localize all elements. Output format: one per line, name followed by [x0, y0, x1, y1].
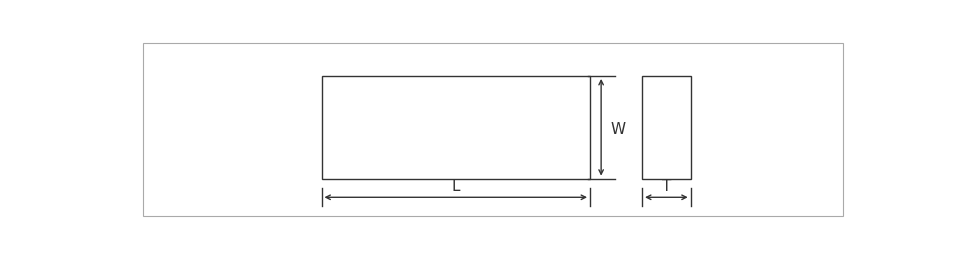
Bar [642, 76, 690, 179]
Text: L: L [451, 179, 459, 194]
Bar [142, 42, 843, 216]
Text: W: W [610, 122, 626, 137]
Bar [321, 76, 589, 179]
Text: T: T [661, 179, 671, 194]
